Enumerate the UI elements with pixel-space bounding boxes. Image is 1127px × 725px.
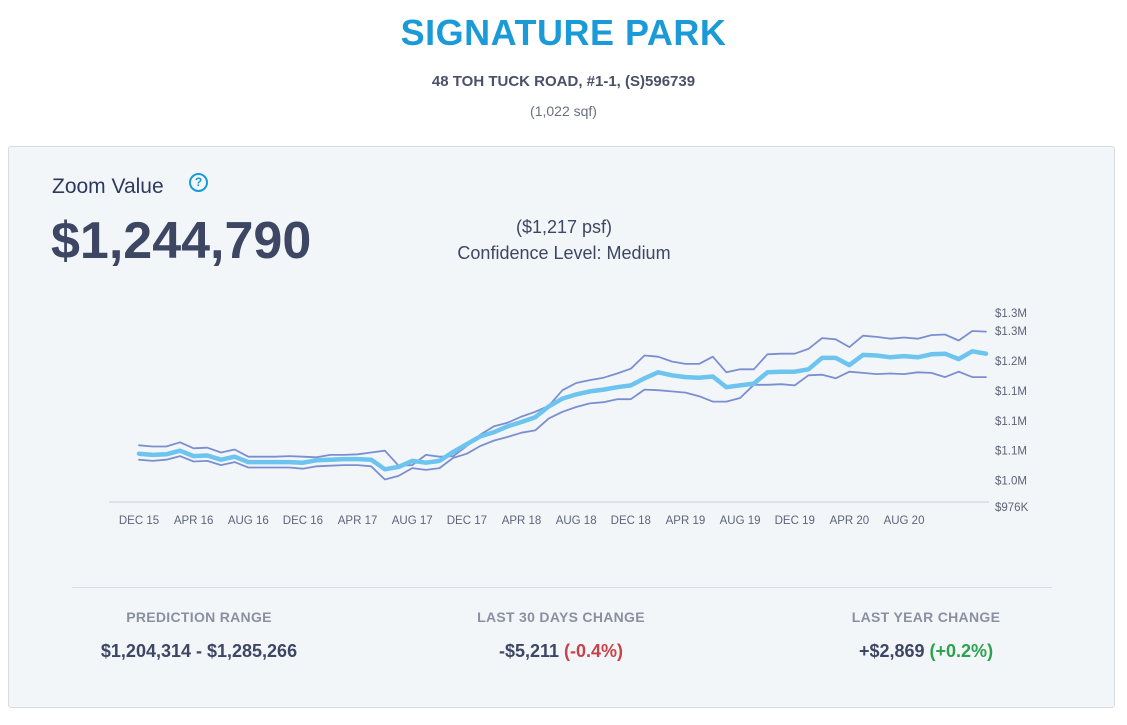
- y-tick-label: $1.1M: [995, 416, 1027, 428]
- y-tick-label: $1.1M: [995, 446, 1027, 458]
- estimate-series-line: [136, 349, 989, 472]
- x-tick-label: DEC 17: [447, 515, 487, 527]
- last-30-days-percent: (-0.4%): [564, 641, 624, 661]
- x-tick-label: AUG 16: [228, 515, 269, 527]
- property-area: (1,022 sqf): [530, 103, 597, 119]
- last-year-stat: LAST YEAR CHANGE +$2,869 (+0.2%): [826, 609, 1026, 662]
- x-tick-label: APR 19: [666, 515, 706, 527]
- last-year-percent: (+0.2%): [929, 641, 994, 661]
- valuation-card: Zoom Value ? $1,244,790 ($1,217 psf) Con…: [8, 146, 1115, 708]
- x-tick-label: DEC 18: [611, 515, 651, 527]
- confidence-level: Confidence Level: Medium: [389, 243, 739, 264]
- upper-series-line: [138, 330, 987, 467]
- question-circle-icon[interactable]: ?: [189, 173, 208, 192]
- last-30-days-value-row: -$5,211 (-0.4%): [461, 641, 661, 662]
- y-tick-label: $1.3M: [995, 326, 1027, 338]
- last-30-days-stat: LAST 30 DAYS CHANGE -$5,211 (-0.4%): [461, 609, 661, 662]
- confidence-value: Medium: [606, 243, 671, 263]
- property-address: 48 TOH TUCK ROAD, #1-1, (S)596739: [431, 73, 696, 90]
- x-tick-label: DEC 19: [775, 515, 815, 527]
- x-tick-label: DEC 16: [283, 515, 323, 527]
- x-tick-label: APR 16: [174, 515, 214, 527]
- last-year-value-row: +$2,869 (+0.2%): [826, 641, 1026, 662]
- last-30-days-label: LAST 30 DAYS CHANGE: [477, 609, 645, 625]
- x-tick-label: AUG 18: [556, 515, 597, 527]
- y-tick-label: $1.3M: [995, 308, 1027, 320]
- last-year-value: +$2,869: [858, 641, 925, 661]
- lower-series-line: [138, 370, 987, 481]
- confidence-label: Confidence Level:: [457, 243, 602, 263]
- x-tick-label: AUG 17: [392, 515, 433, 527]
- x-tick-label: APR 18: [502, 515, 542, 527]
- prediction-range-label: PREDICTION RANGE: [126, 609, 272, 625]
- y-tick-label: $976K: [995, 502, 1029, 514]
- x-tick-label: APR 17: [338, 515, 378, 527]
- y-tick-label: $1.2M: [995, 356, 1027, 368]
- y-tick-label: $1.1M: [995, 386, 1027, 398]
- prediction-range-value: $1,204,314 - $1,285,266: [100, 641, 298, 661]
- last-30-days-value: -$5,211: [498, 641, 560, 661]
- last-year-label: LAST YEAR CHANGE: [851, 609, 1001, 625]
- property-title: SIGNATURE PARK: [400, 12, 727, 53]
- stats-divider: [72, 587, 1052, 588]
- zoom-value-amount: $1,244,790: [51, 212, 312, 270]
- prediction-range-stat: PREDICTION RANGE $1,204,314 - $1,285,266: [99, 609, 299, 662]
- x-tick-label: AUG 19: [720, 515, 761, 527]
- x-tick-label: AUG 20: [884, 515, 925, 527]
- zoom-value-label: Zoom Value: [52, 175, 164, 198]
- value-history-chart: DEC 15 APR 16 AUG 16 DEC 16 APR 17 AUG 17 DEC …: [109, 308, 1029, 527]
- y-tick-label: $1.0M: [995, 476, 1027, 488]
- price-per-sqft: ($1,217 psf): [515, 217, 613, 237]
- x-tick-label: DEC 15: [119, 515, 159, 527]
- x-tick-label: APR 20: [830, 515, 870, 527]
